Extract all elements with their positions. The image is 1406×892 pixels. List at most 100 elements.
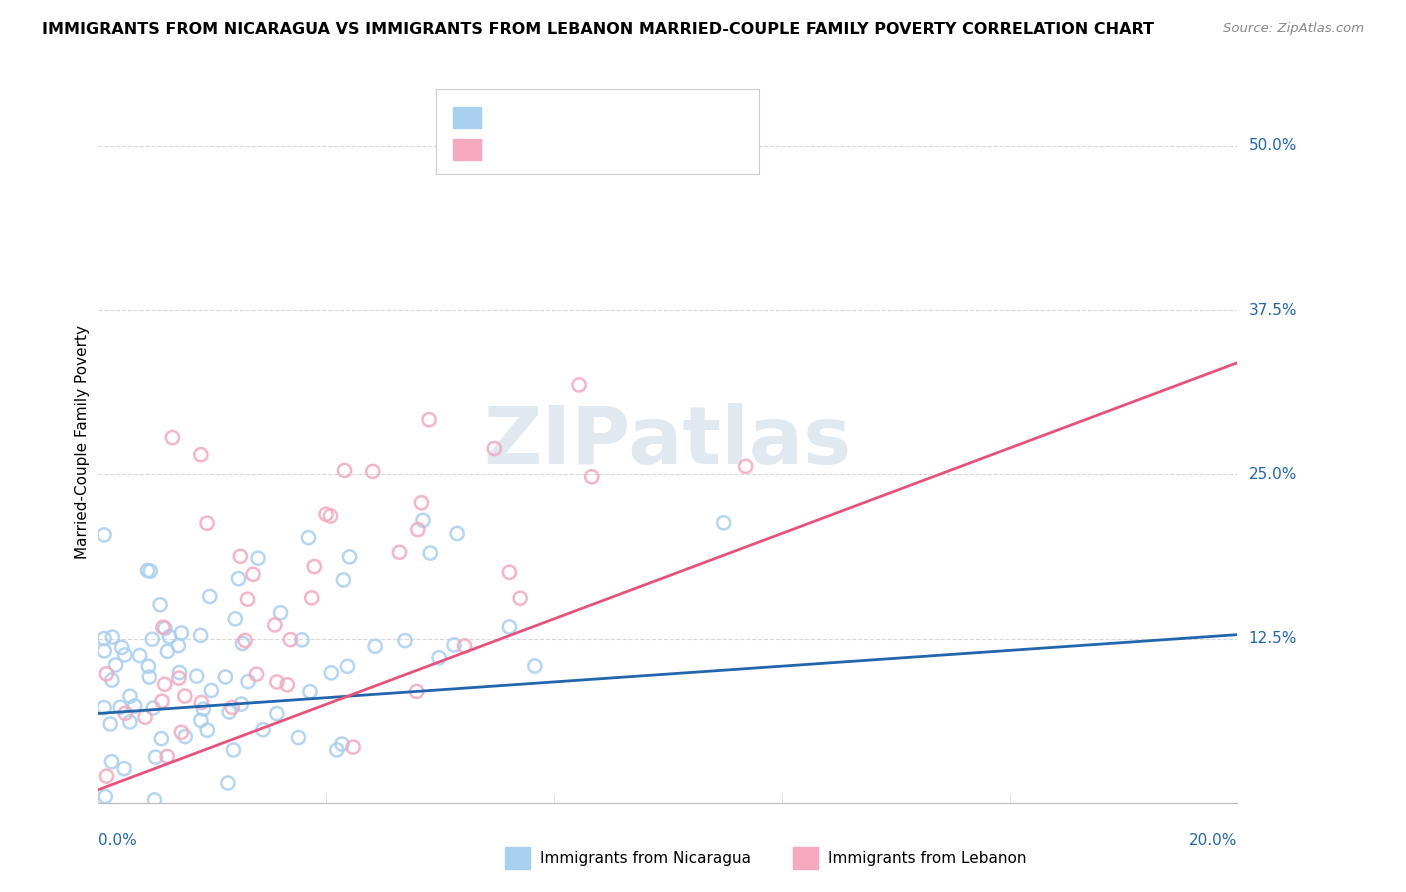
Text: 0.0%: 0.0% [98,833,138,848]
Point [233,633,256,648]
Point [319,508,342,523]
Point [138,670,160,684]
Point [321,665,343,680]
Point [173,689,195,703]
Point [509,591,531,606]
Point [186,669,208,683]
Point [118,714,141,729]
Point [270,606,292,620]
Point [297,531,319,545]
Point [149,598,172,612]
Point [93,700,115,714]
Text: 12.5%: 12.5% [1249,632,1296,646]
Point [523,659,546,673]
Text: Source: ZipAtlas.com: Source: ZipAtlas.com [1223,22,1364,36]
Point [200,683,222,698]
Text: ZIPatlas: ZIPatlas [484,402,852,481]
Point [280,632,302,647]
Point [139,564,162,578]
Point [114,648,136,662]
Point [129,809,152,823]
Point [406,523,429,537]
Point [364,640,387,654]
Point [411,496,433,510]
Point [713,516,735,530]
Point [190,714,212,728]
Point [418,413,440,427]
Text: IMMIGRANTS FROM NICARAGUA VS IMMIGRANTS FROM LEBANON MARRIED-COUPLE FAMILY POVER: IMMIGRANTS FROM NICARAGUA VS IMMIGRANTS … [42,22,1154,37]
Point [427,650,450,665]
Point [221,700,243,714]
Point [284,809,307,823]
Point [218,705,240,719]
Point [222,743,245,757]
Point [228,572,250,586]
Text: 50.0%: 50.0% [1249,138,1296,153]
Point [453,639,475,653]
Point [195,723,218,738]
Point [242,567,264,582]
Point [156,644,179,658]
Point [388,545,411,559]
Point [93,644,115,658]
Point [252,723,274,737]
Point [236,674,259,689]
Point [167,671,190,685]
Text: N = 46: N = 46 [619,136,681,154]
Point [155,809,177,823]
Point [190,448,212,462]
Point [114,706,136,721]
Point [326,743,349,757]
Point [157,630,180,644]
Point [128,648,150,663]
Point [150,731,173,746]
Point [734,459,756,474]
Point [112,762,135,776]
Point [419,546,441,560]
Text: R = 0.208: R = 0.208 [488,104,571,122]
Point [170,725,193,739]
Point [153,677,176,691]
Point [136,564,159,578]
Text: 25.0%: 25.0% [1249,467,1296,482]
Point [145,750,167,764]
Point [152,620,174,634]
Point [94,789,117,804]
Text: Immigrants from Nicaragua: Immigrants from Nicaragua [540,851,751,865]
Point [146,809,169,823]
Point [394,633,416,648]
Point [101,673,124,687]
Point [138,659,160,673]
Point [266,675,288,690]
Point [336,659,359,673]
Point [446,526,468,541]
Point [498,566,520,580]
Text: 37.5%: 37.5% [1249,302,1296,318]
Point [231,636,253,650]
Point [142,701,165,715]
Text: Immigrants from Lebanon: Immigrants from Lebanon [828,851,1026,865]
Point [247,551,270,566]
Point [581,470,603,484]
Point [101,630,124,644]
Point [93,528,115,542]
Point [291,632,314,647]
Point [474,139,496,153]
Point [332,573,354,587]
Point [96,666,118,681]
Point [193,702,215,716]
Point [103,809,125,823]
Point [484,442,506,456]
Point [118,690,141,704]
Point [315,507,337,521]
Point [412,513,434,527]
Point [190,695,212,709]
Point [342,740,364,755]
Point [330,737,353,751]
Point [162,431,184,445]
Point [245,667,267,681]
Point [190,628,212,642]
Point [167,639,190,653]
Point [405,684,427,698]
Point [195,516,218,531]
